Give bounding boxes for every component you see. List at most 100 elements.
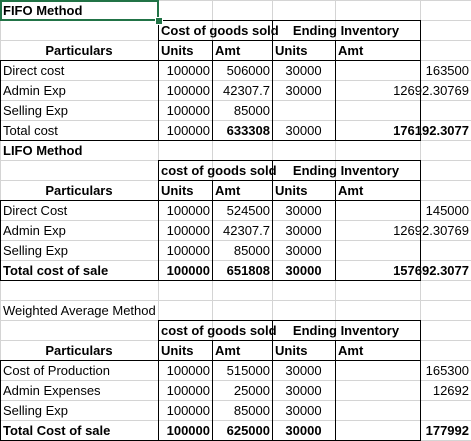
lifo-row-label[interactable]: Admin Exp [3, 223, 66, 238]
wavg-row-amt[interactable]: 85000 [233, 403, 270, 418]
wavg-header-units[interactable]: Units [161, 343, 194, 358]
lifo-row-amt[interactable]: 42307.7 [223, 223, 270, 238]
wavg-row-units[interactable]: 100000 [166, 423, 210, 438]
fifo-row-ei-units[interactable] [272, 101, 335, 121]
fifo-row-ei-units[interactable]: 30000 [285, 123, 322, 138]
lifo-header-amt-ei[interactable]: Amt [338, 183, 364, 198]
lifo-row-ei-units[interactable]: 30000 [285, 243, 322, 258]
lifo-row-units[interactable]: 100000 [166, 223, 210, 238]
wavg-header-units-ei[interactable]: Units [275, 343, 308, 358]
fifo-header-units[interactable]: Units [161, 43, 194, 58]
lifo-row-ei-units[interactable]: 30000 [285, 203, 322, 218]
lifo-header-units-ei[interactable]: Units [275, 183, 308, 198]
lifo-row-units[interactable]: 100000 [166, 203, 210, 218]
lifo-row-label[interactable]: Selling Exp [3, 243, 69, 258]
wavg-row-units[interactable]: 100000 [166, 383, 210, 398]
wavg-row-amt[interactable]: 25000 [233, 383, 270, 398]
fifo-row-label[interactable]: Selling Exp [3, 103, 69, 118]
lifo-row-units[interactable]: 100000 [166, 243, 210, 258]
wavg-header-amt-ei[interactable]: Amt [338, 343, 364, 358]
cell-border [0, 280, 421, 281]
fifo-header-cogs[interactable]: Cost of goods sold [161, 23, 279, 38]
fifo-row-units[interactable]: 100000 [166, 83, 210, 98]
lifo-row-amt[interactable]: 524500 [226, 203, 270, 218]
fifo-row-ei-units[interactable]: 30000 [285, 83, 322, 98]
lifo-row-ei-amt[interactable]: 157692.3077 [393, 263, 469, 278]
wavg-row-ei-units[interactable]: 30000 [285, 423, 322, 438]
lifo-header-particulars[interactable]: Particulars [45, 183, 113, 198]
wavg-header-amt[interactable]: Amt [215, 343, 241, 358]
fifo-row-amt[interactable]: 42307.7 [223, 83, 270, 98]
lifo-header-amt[interactable]: Amt [215, 183, 241, 198]
lifo-row-units[interactable]: 100000 [166, 263, 210, 278]
wavg-row-ei-units[interactable]: 30000 [285, 363, 322, 378]
fifo-row-amt[interactable]: 633308 [226, 123, 270, 138]
wavg-row-label[interactable]: Cost of Production [3, 363, 110, 378]
fill-handle[interactable] [155, 17, 163, 25]
fifo-header-particulars[interactable]: Particulars [45, 43, 113, 58]
fifo-row-ei-units[interactable]: 30000 [285, 63, 322, 78]
wavg-row-units[interactable]: 100000 [166, 403, 210, 418]
lifo-row-ei-amt[interactable]: 145000 [425, 203, 469, 218]
lifo-row-ei-units[interactable]: 30000 [285, 223, 322, 238]
lifo-header-cogs[interactable]: cost of goods sold [161, 163, 277, 178]
fifo-header-units-ei[interactable]: Units [275, 43, 308, 58]
cell-border [335, 180, 336, 281]
wavg-row-amt[interactable]: 625000 [226, 423, 270, 438]
wavg-header-cogs[interactable]: cost of goods sold [161, 323, 277, 338]
wavg-row-ei-amt[interactable]: 12692 [432, 383, 469, 398]
fifo-row-amt[interactable]: 506000 [226, 63, 270, 78]
wavg-row-ei-amt[interactable]: 177992 [425, 423, 469, 438]
lifo-title[interactable]: LIFO Method [3, 143, 83, 158]
lifo-row-ei-amt[interactable] [335, 241, 471, 261]
wavg-row-label[interactable]: Selling Exp [3, 403, 69, 418]
wavg-row-ei-amt[interactable] [335, 401, 471, 421]
cell-border [158, 320, 159, 441]
fifo-row-label[interactable]: Direct cost [3, 63, 65, 78]
fifo-row-units[interactable]: 100000 [166, 123, 210, 138]
cell-border [158, 180, 421, 181]
lifo-row-amt[interactable]: 85000 [233, 243, 270, 258]
fifo-row-label[interactable]: Admin Exp [3, 83, 66, 98]
lifo-row-label[interactable]: Total cost of sale [3, 263, 109, 278]
fifo-header-amt-ei[interactable]: Amt [338, 43, 364, 58]
cell-border [420, 20, 421, 141]
lifo-row-ei-units[interactable]: 30000 [285, 263, 322, 278]
wavg-row-ei-units[interactable]: 30000 [285, 383, 322, 398]
wavg-row-ei-amt[interactable]: 165300 [425, 363, 469, 378]
gridline-h [0, 220, 471, 221]
gridline-h [0, 100, 471, 101]
wavg-row-units[interactable]: 100000 [166, 363, 210, 378]
gridline-h [0, 0, 471, 1]
fifo-row-ei-amt[interactable]: 163500 [425, 63, 469, 78]
wavg-header-ending-inventory[interactable]: Ending Inventory [292, 323, 400, 338]
lifo-header-units[interactable]: Units [161, 183, 194, 198]
cell-border [0, 200, 421, 201]
lifo-row-ei-amt[interactable]: 12692.30769 [393, 223, 469, 238]
fifo-header-amt[interactable]: Amt [215, 43, 241, 58]
active-cell-selection[interactable] [0, 0, 159, 21]
fifo-title[interactable]: FIFO Method [3, 3, 83, 18]
cell-border [158, 20, 159, 141]
wavg-header-particulars[interactable]: Particulars [45, 343, 113, 358]
fifo-row-ei-amt[interactable]: 176192.3077 [393, 123, 469, 138]
wavg-row-amt[interactable]: 515000 [226, 363, 270, 378]
fifo-row-ei-amt[interactable]: 12692.30769 [393, 83, 469, 98]
lifo-row-label[interactable]: Direct Cost [3, 203, 68, 218]
wavg-row-label[interactable]: Total Cost of sale [3, 423, 111, 438]
fifo-row-amt[interactable]: 85000 [233, 103, 270, 118]
fifo-row-units[interactable]: 100000 [166, 103, 210, 118]
wavg-row-ei-units[interactable]: 30000 [285, 403, 322, 418]
gridline-h [0, 420, 471, 421]
fifo-header-ending-inventory[interactable]: Ending Inventory [292, 23, 400, 38]
fifo-row-units[interactable]: 100000 [166, 63, 210, 78]
lifo-row-amt[interactable]: 651808 [226, 263, 270, 278]
fifo-row-label[interactable]: Total cost [3, 123, 58, 138]
wavg-title[interactable]: Weighted Average Method [3, 303, 156, 318]
wavg-row-label[interactable]: Admin Expenses [3, 383, 101, 398]
lifo-header-ending-inventory[interactable]: Ending Inventory [292, 163, 400, 178]
cell-border [272, 160, 273, 281]
gridline-h [0, 240, 471, 241]
fifo-row-ei-amt[interactable] [335, 101, 471, 121]
